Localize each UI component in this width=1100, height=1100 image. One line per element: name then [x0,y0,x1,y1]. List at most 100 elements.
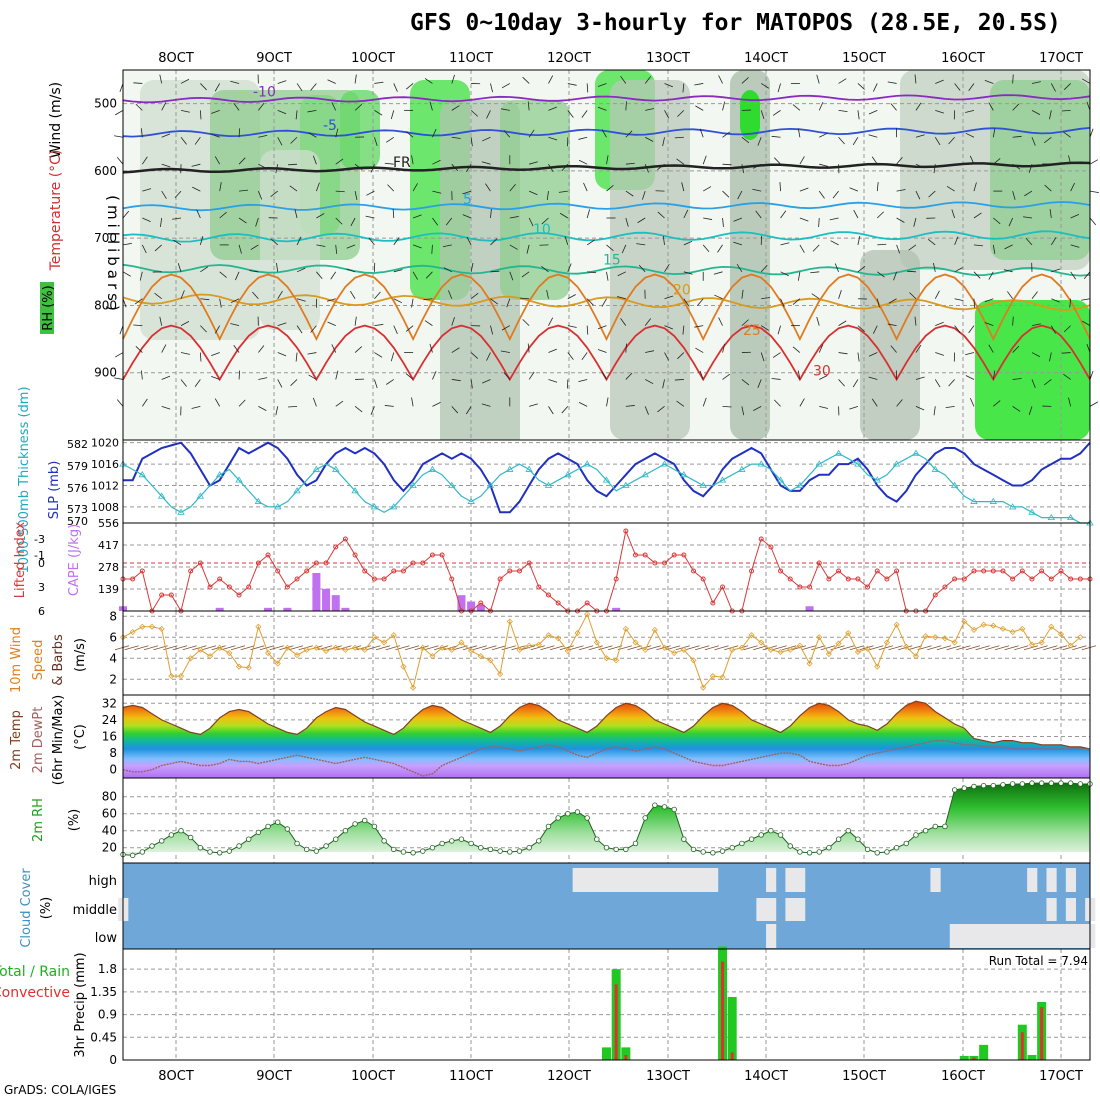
wind-barb [327,79,336,84]
lifted-index-point [952,576,958,582]
wind-barb [984,322,994,327]
wind-barb [335,158,344,165]
wind-barb [509,183,516,192]
rh-point [246,836,252,842]
wind-barb-10m [994,645,1010,651]
wind-barb [586,325,589,335]
wind-barb [887,323,897,327]
lifted-index-point [1039,568,1045,574]
rh-point [139,849,146,855]
wind-barb [500,350,510,353]
rh-point [990,782,996,789]
wind-speed-point [535,641,542,648]
wind-barb [370,164,375,173]
lifted-index-point [226,584,232,590]
wind-barb [969,155,975,165]
wind-barb [451,316,455,326]
wind-barb [676,158,685,165]
thickness-tick: 579 [67,460,88,473]
wind-speed-point [516,646,523,653]
wind-barb [180,352,190,355]
wind-barb [142,217,151,223]
wind-barb [331,102,337,111]
wind-barb [915,405,925,411]
rh-point [1058,780,1064,786]
wind-barb [219,298,222,308]
thickness-marker [448,481,456,488]
wind-barb [644,76,652,84]
lifted-index-point [778,568,784,574]
wind-barb [141,128,143,138]
wind-barb [180,109,190,113]
contour-label: 30 [813,363,831,379]
rh-point [845,828,851,834]
cape-bar [283,607,292,611]
thickness-marker [467,497,475,504]
wind-barb [1012,190,1016,200]
wind-barb [561,406,569,414]
rh-point [536,838,542,844]
rh-point [207,849,213,855]
lifted-index-point [1048,576,1054,582]
wind-speed-point [1067,642,1074,649]
wind-barb [771,378,781,380]
cloud-cell [679,868,690,892]
wind-barb [238,189,249,192]
rh-point [429,845,436,851]
wind-barb [933,164,936,174]
rh-point [526,845,532,851]
wind-barb [664,110,670,119]
rh-point [855,836,861,842]
wind-barb [818,217,820,228]
lifted-index-point [400,568,406,574]
wind-barb [1089,128,1094,138]
wind-barb [1012,103,1020,111]
wind-barb [122,242,132,246]
wind-barb [760,110,765,120]
wind-barb [933,406,936,416]
lifted-index-point [284,584,290,590]
wind-barb [1025,237,1033,246]
wind-barb [935,321,944,327]
wind-speed-point [651,626,658,633]
wind-barb [238,157,246,165]
wind-barb [161,405,171,410]
top-date-label: 12OCT [547,51,591,66]
lifted-index-point [826,576,832,582]
rh-point [913,832,919,838]
wind-speed-point [158,625,165,632]
wind-barb-10m [221,645,236,651]
wind-barb [733,217,743,222]
wind-speed-point [274,660,281,667]
cape-bar [341,607,350,611]
rh-tick: 80 [102,790,117,804]
wind-speed-point [845,629,852,637]
wind-barb [258,190,263,200]
wind-speed-point [1009,628,1016,636]
thickness-marker [873,476,881,483]
wind-barb [581,352,588,361]
top-date-label: 9OCT [256,51,292,66]
top-date-label: 15OCT [842,51,886,66]
precip-bar [621,1047,631,1060]
wind-barb-10m [666,645,681,651]
wind-barb [677,352,685,360]
wind-barb [139,271,143,281]
wind-barb [896,244,901,254]
cloud-cell [795,868,806,892]
cloud-cell [1027,924,1038,948]
wind-barb [470,379,473,389]
wind-barb [872,83,878,92]
wind-barb [838,320,847,326]
temp-axis-label: (°C) [73,724,88,750]
wind-barb [214,83,221,92]
rh-point [333,836,339,842]
wind-axis-label: 10m Wind [9,627,24,693]
wind-barb-10m [617,645,632,651]
bottom-date-label: 11OCT [449,1069,493,1084]
wind-speed-point [787,646,794,653]
wind-barb [657,406,665,413]
wind-barb [161,133,171,138]
wind-barb [277,80,287,84]
thickness-marker [912,449,920,456]
